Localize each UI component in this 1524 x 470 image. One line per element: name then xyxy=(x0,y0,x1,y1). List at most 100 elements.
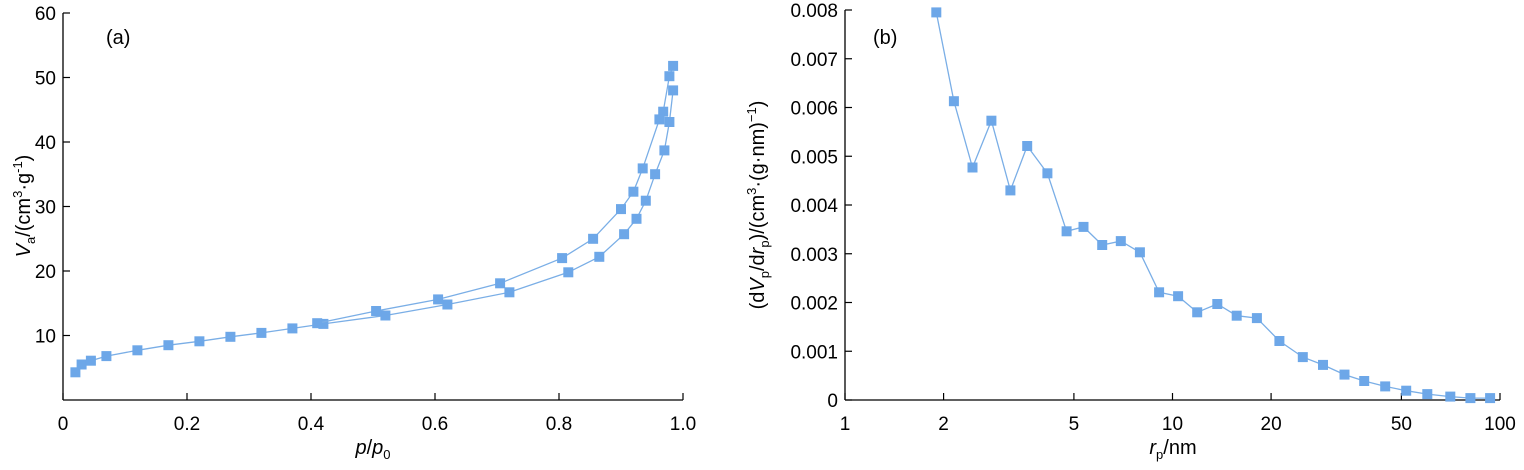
x-tick-label-a-1: 0.2 xyxy=(174,414,200,435)
y-tick-label-a-0: 10 xyxy=(35,327,56,348)
series-line-a-0 xyxy=(74,90,674,373)
y-title-a-sup2: -1 xyxy=(10,161,25,173)
data-point-b-0-16 xyxy=(1231,310,1242,321)
data-point-a-0-1 xyxy=(76,359,87,370)
data-point-b-0-20 xyxy=(1318,359,1328,370)
chart-panel-b: 1 2 5 10 20 50 100 0 0.001 0.002 0.003 0.004 0.005 0.… xyxy=(744,1,1516,462)
data-point-b-0-6 xyxy=(1042,168,1053,179)
data-point-a-0-20 xyxy=(659,145,670,156)
y-title-b-mid: /d xyxy=(747,254,769,271)
y-tick-label-b-3: 0.003 xyxy=(790,245,838,266)
data-point-b-0-5 xyxy=(1022,141,1033,151)
data-point-a-1-5 xyxy=(628,186,639,197)
y-tick-label-b-8: 0.008 xyxy=(790,1,838,22)
y-tick-label-b-1: 0.001 xyxy=(790,342,838,363)
data-point-a-1-2 xyxy=(658,106,669,117)
y-title-a-dot: ·g xyxy=(13,173,35,191)
y-tick-label-b-5: 0.005 xyxy=(790,147,838,168)
y-title-a-sup1: 3 xyxy=(10,191,25,198)
y-title-b-v: V xyxy=(747,277,769,292)
data-point-a-0-13 xyxy=(504,287,515,298)
x-title-b-sub: p xyxy=(1156,447,1163,462)
x-axis-title-b: rp/nm xyxy=(1149,437,1196,462)
data-point-a-1-0 xyxy=(668,60,679,71)
y-title-a-v: V xyxy=(13,242,35,257)
data-point-a-0-11 xyxy=(380,310,391,321)
y-title-a-sub: a xyxy=(23,236,38,244)
data-point-a-0-14 xyxy=(563,267,574,278)
y-title-b-sub2: p xyxy=(757,240,772,247)
data-point-a-0-10 xyxy=(318,318,329,329)
y-title-b-open: (d xyxy=(747,292,769,310)
series-group-a xyxy=(70,60,679,378)
y-tick-label-a-2: 30 xyxy=(35,198,56,219)
data-point-b-0-19 xyxy=(1297,352,1308,363)
data-point-b-0-26 xyxy=(1445,391,1456,402)
x-tick-label-a-2: 0.4 xyxy=(298,414,325,435)
x-title-a-main: p xyxy=(354,437,366,459)
y-title-b-sup2: −1 xyxy=(744,107,759,122)
y-title-a-rest1: /(cm xyxy=(13,198,35,237)
x-tick-label-a-0: 0 xyxy=(58,414,69,435)
y-title-b-rest1: )/(cm xyxy=(747,195,769,241)
x-tick-label-b-1: 2 xyxy=(938,414,949,435)
data-point-b-0-24 xyxy=(1401,385,1412,396)
panel-label-a: (a) xyxy=(106,27,130,49)
x-axis-title-a: p/p0 xyxy=(354,437,390,462)
data-point-a-0-19 xyxy=(650,169,661,180)
data-point-a-0-16 xyxy=(619,229,630,240)
x-title-b-r: r xyxy=(1149,437,1157,459)
data-point-a-1-3 xyxy=(654,114,665,125)
y-tick-label-a-3: 40 xyxy=(35,133,56,154)
data-point-a-1-8 xyxy=(557,253,568,264)
data-point-a-0-3 xyxy=(101,351,112,362)
data-point-b-0-10 xyxy=(1115,236,1126,247)
data-point-b-0-9 xyxy=(1097,240,1108,250)
data-point-a-0-5 xyxy=(163,340,174,351)
x-tick-label-a-4: 0.8 xyxy=(546,414,572,435)
data-point-a-1-11 xyxy=(371,306,382,316)
data-point-b-0-2 xyxy=(967,162,978,173)
y-title-b-close: ) xyxy=(747,101,769,108)
x-tick-label-b-5: 50 xyxy=(1391,414,1412,435)
data-point-a-0-21 xyxy=(664,117,675,127)
data-point-a-0-15 xyxy=(594,251,605,262)
x-tick-label-a-3: 0.6 xyxy=(422,414,448,435)
data-point-a-0-22 xyxy=(668,85,679,96)
data-point-a-0-9 xyxy=(287,323,298,334)
data-point-b-0-11 xyxy=(1134,247,1145,258)
data-point-a-0-6 xyxy=(194,336,205,347)
data-point-a-0-12 xyxy=(442,299,453,310)
x-tick-label-b-4: 20 xyxy=(1261,414,1282,435)
data-point-a-1-12 xyxy=(312,318,323,329)
data-point-b-0-13 xyxy=(1173,291,1184,302)
y-title-b-rest2: ·(g·nm) xyxy=(747,122,769,188)
data-point-b-0-1 xyxy=(948,96,959,107)
data-point-b-0-17 xyxy=(1251,313,1262,324)
series-line-b-0 xyxy=(935,12,1491,399)
series-group-b xyxy=(931,7,1496,404)
data-point-a-1-9 xyxy=(495,278,506,289)
data-point-b-0-0 xyxy=(931,7,942,18)
data-point-b-0-14 xyxy=(1192,307,1203,318)
y-tick-label-b-7: 0.007 xyxy=(790,50,838,71)
data-point-a-0-7 xyxy=(225,331,236,342)
data-point-b-0-22 xyxy=(1359,376,1370,386)
data-point-b-0-8 xyxy=(1078,221,1089,232)
x-tick-label-b-0: 1 xyxy=(840,414,851,435)
y-title-b-sup1: 3 xyxy=(744,188,759,195)
data-point-b-0-15 xyxy=(1212,299,1223,309)
data-point-b-0-4 xyxy=(1005,185,1016,196)
x-tick-label-b-3: 10 xyxy=(1162,414,1183,435)
y-tick-label-a-1: 20 xyxy=(35,262,56,283)
data-point-a-0-2 xyxy=(85,355,96,366)
y-tick-label-b-6: 0.006 xyxy=(790,99,838,120)
y-tick-label-b-2: 0.002 xyxy=(790,294,838,315)
data-point-b-0-25 xyxy=(1422,389,1433,400)
data-point-a-0-17 xyxy=(631,213,642,224)
data-point-b-0-21 xyxy=(1339,369,1350,380)
y-tick-label-b-0: 0 xyxy=(827,391,838,412)
data-point-a-0-8 xyxy=(256,327,267,338)
x-tick-label-a-5: 1.0 xyxy=(670,414,696,435)
